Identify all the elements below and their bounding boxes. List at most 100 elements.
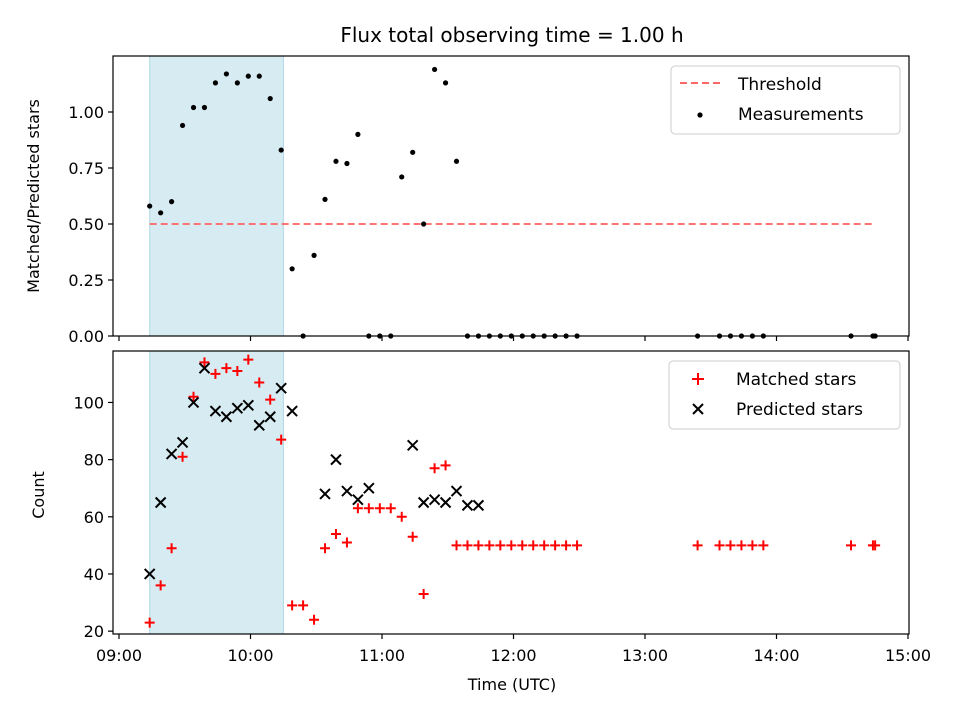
y-tick-label: 0.00 (68, 327, 104, 346)
matched-stars-point (736, 540, 747, 551)
legend-frame (668, 360, 901, 430)
x-tick-label: 11:00 (359, 646, 405, 665)
predicted-stars-point (187, 396, 200, 409)
matched-stars-point (429, 463, 440, 474)
predicted-stars-point (461, 499, 474, 512)
legend: Threshold Measurements (670, 65, 901, 135)
y-axis-ticks: 0.00 0.25 0.50 0.75 1.00 (68, 103, 113, 346)
y-tick-label: 0.25 (68, 271, 104, 290)
predicted-stars-point (209, 405, 222, 417)
predicted-stars-point (406, 439, 419, 452)
y-tick-label: 100 (73, 393, 104, 412)
predicted-stars-point (253, 419, 265, 432)
x-tick-label: 14:00 (753, 646, 799, 665)
predicted-stars-point (198, 362, 211, 374)
y-axis-label: Count (29, 471, 48, 519)
legend-frame (670, 65, 901, 135)
matched-stars-point (330, 528, 341, 539)
measurement-point (399, 174, 405, 180)
predicted-stars-point (330, 453, 342, 466)
predicted-stars-point (242, 399, 255, 412)
matched-stars-point (177, 451, 188, 462)
shaded-span (149, 350, 284, 635)
matched-stars-point (506, 540, 517, 551)
matched-stars-point (363, 503, 374, 514)
matched-stars-point (254, 377, 265, 388)
predicted-stars-point (143, 568, 156, 580)
matched-stars-point (166, 543, 177, 554)
matched-stars-point (407, 531, 418, 542)
measurement-point (333, 158, 339, 164)
matched-stars-point (221, 363, 232, 374)
matched-stars-point (341, 537, 352, 548)
y-tick-label: 20 (84, 622, 104, 641)
measurement-point (442, 80, 449, 86)
matched-stars-point (462, 540, 473, 551)
predicted-stars-point (363, 482, 375, 494)
matched-stars-point (572, 540, 583, 551)
matched-stars-point (352, 503, 363, 514)
measurement-point (245, 73, 251, 79)
matched-stars-point (517, 540, 528, 551)
matched-stars-point (539, 540, 550, 551)
matched-stars-point (692, 540, 703, 551)
legend-measurements-swatch (697, 112, 703, 118)
predicted-stars-point (286, 405, 298, 417)
matched-stars-point (276, 434, 287, 445)
matched-stars-point (484, 540, 495, 551)
measurement-point (234, 80, 240, 86)
predicted-stars-point (165, 448, 178, 460)
matched-stars-point (747, 540, 758, 551)
legend-predicted-label: Predicted stars (736, 400, 863, 420)
matched-stars-point (451, 540, 462, 551)
matched-stars-point (550, 540, 561, 551)
matched-stars-point (758, 540, 769, 551)
shaded-span (149, 55, 284, 337)
y-tick-label: 1.00 (68, 103, 104, 122)
legend-matched-swatch (692, 373, 704, 385)
legend-predicted-swatch (692, 403, 704, 415)
predicted-stars-point (472, 499, 485, 512)
plot-marks (147, 66, 878, 339)
predicted-stars-point (341, 485, 353, 497)
predicted-stars-point (264, 411, 276, 423)
measurement-point (190, 104, 197, 111)
top-panel: 0.00 0.25 0.50 0.75 1.00 Matched/Predicted s… (24, 55, 910, 346)
matched-stars-point (473, 540, 484, 551)
predicted-stars-point (231, 402, 244, 414)
matched-stars-point (440, 460, 451, 471)
x-tick-label: 09:00 (96, 646, 142, 665)
matched-stars-point (385, 503, 396, 514)
predicted-stars-point (439, 496, 452, 509)
measurement-point (278, 147, 284, 153)
measurement-point (201, 104, 208, 111)
measurement-point (223, 71, 229, 77)
y-axis-ticks: 20 40 60 80 100 (73, 393, 113, 641)
legend-threshold-label: Threshold (737, 75, 822, 95)
predicted-stars-point (352, 493, 364, 506)
y-tick-label: 0.50 (68, 215, 104, 234)
measurement-point (147, 203, 153, 209)
matched-stars-point (374, 503, 385, 514)
chart-title: Flux total observing time = 1.00 h (340, 23, 683, 47)
predicted-stars-point (220, 411, 233, 423)
y-axis-label: Matched/Predicted stars (24, 99, 43, 293)
plot-marks (143, 354, 881, 628)
matched-stars-point (287, 600, 298, 611)
measurement-point (289, 266, 295, 272)
y-tick-label: 60 (84, 508, 104, 527)
matched-stars-point (243, 354, 254, 365)
y-tick-label: 80 (84, 451, 104, 470)
matched-stars-point (418, 588, 429, 599)
matched-stars-point (528, 540, 539, 551)
measurement-point (344, 160, 350, 167)
matched-stars-point (298, 600, 309, 611)
measurement-point (212, 80, 219, 86)
matched-stars-point (155, 580, 166, 591)
legend-measurements-label: Measurements (738, 105, 864, 125)
measurement-point (410, 149, 416, 155)
measurement-point (158, 210, 164, 216)
measurement-point (169, 199, 175, 205)
x-tick-label: 13:00 (622, 646, 668, 665)
